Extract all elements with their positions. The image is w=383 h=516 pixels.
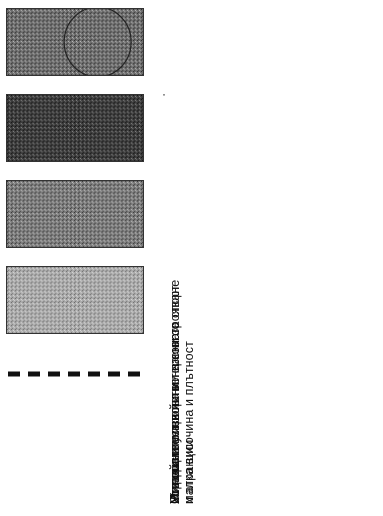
swatch-residential-zone xyxy=(6,94,144,162)
label-mineral-spring-wrap: Минерален извор xyxy=(168,180,378,504)
swatch-mineral-spring xyxy=(6,180,144,248)
dashed-line-building-limits xyxy=(6,370,144,378)
label-residential-zone-wrap: Жилищна устройствена зона с малка височи… xyxy=(168,94,378,504)
bullet-dot: · xyxy=(162,87,166,101)
label-sport-zone-wrap: Устройствена зона и терени за спорт и ат… xyxy=(168,8,378,504)
swatch-street xyxy=(6,266,144,334)
label-building-limits: Ограничителни линии на застрояване xyxy=(168,279,182,504)
swatch-sport-zone xyxy=(6,8,144,76)
label-building-limits-wrap: Ограничителни линии на застрояване xyxy=(168,280,378,504)
label-street-wrap: Улица xyxy=(168,266,378,504)
circle-marker xyxy=(63,9,132,75)
